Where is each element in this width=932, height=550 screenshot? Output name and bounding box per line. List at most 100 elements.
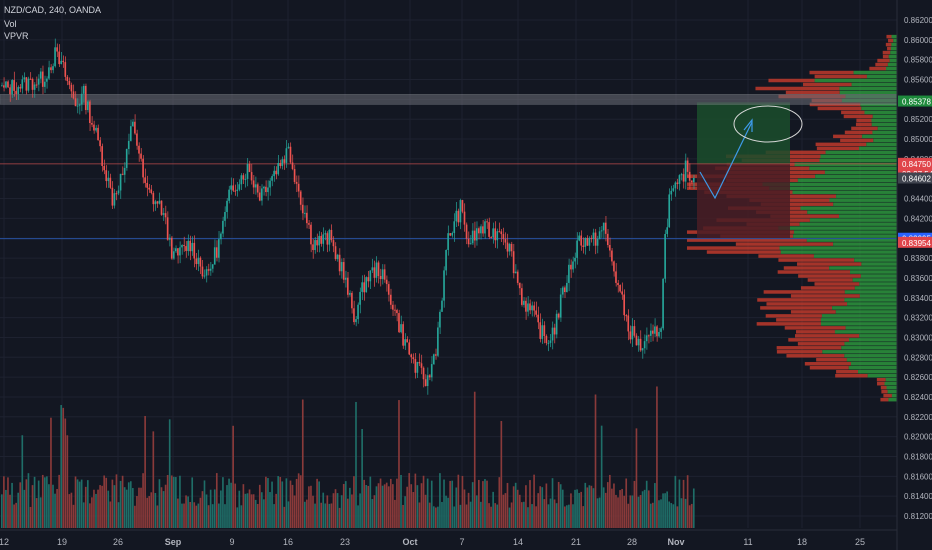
candle-body: [240, 175, 243, 185]
candle-body: [414, 359, 417, 373]
candle-body: [410, 354, 413, 358]
vpvr-bar-sell: [797, 262, 862, 266]
volume-bar: [547, 504, 550, 528]
volume-bar: [572, 504, 574, 528]
vpvr-bar-buy: [769, 186, 897, 190]
vpvr-bar-sell: [885, 42, 892, 47]
vpvr-bar-sell: [776, 350, 823, 354]
volume-bar: [561, 489, 564, 528]
candle-body: [58, 51, 60, 65]
candle-body: [346, 277, 349, 295]
candle-body: [205, 269, 208, 276]
volume-bar: [66, 435, 69, 528]
volume-bar: [490, 506, 492, 528]
candle-body: [23, 77, 26, 80]
vpvr-bar-sell: [783, 266, 830, 270]
candle-body: [482, 226, 484, 234]
volume-indicator-label[interactable]: Vol: [4, 19, 17, 29]
volume-bar: [375, 486, 378, 528]
vpvr-bar-sell: [841, 110, 865, 115]
volume-bar: [134, 505, 136, 528]
vpvr-bar-sell: [882, 54, 889, 59]
vpvr-bar-buy: [839, 86, 897, 91]
candle-body: [602, 222, 605, 231]
candle-body: [283, 159, 286, 163]
volume-bar: [615, 494, 617, 528]
vpvr-bar-sell: [856, 118, 872, 123]
volume-bar: [480, 501, 482, 528]
volume-bar: [306, 499, 308, 528]
symbol-title[interactable]: NZD/CAD, 240, OANDA: [4, 5, 102, 15]
candle-body: [549, 340, 552, 343]
candle-body: [611, 250, 613, 262]
volume-bar: [684, 498, 687, 528]
y-axis-tick-label: 0.81800: [904, 452, 932, 461]
candle-body: [570, 264, 572, 270]
candle-body: [553, 327, 556, 335]
candle-body: [340, 262, 343, 272]
candle-body: [635, 335, 638, 346]
vpvr-bar-sell: [800, 286, 855, 290]
volume-bar: [279, 476, 282, 528]
candle-body: [144, 177, 146, 183]
candle-body: [547, 342, 550, 344]
vpvr-bar-sell: [817, 106, 862, 111]
volume-bar: [193, 502, 196, 528]
volume-bar: [523, 501, 525, 528]
candle-body: [308, 223, 310, 225]
volume-bar: [256, 503, 259, 528]
y-axis-tick-label: 0.83400: [904, 294, 932, 303]
candle-body: [604, 222, 607, 234]
candle-body: [439, 311, 441, 328]
candle-body: [688, 171, 691, 181]
candle-body: [459, 200, 462, 223]
vpvr-bar-buy: [891, 393, 897, 398]
volume-bar: [166, 475, 169, 528]
volume-bar: [31, 485, 34, 528]
candle-body: [555, 313, 558, 335]
candle-body: [633, 326, 636, 336]
volume-bar: [545, 483, 548, 528]
candle-body: [46, 78, 48, 82]
vpvr-bar-sell: [798, 274, 861, 278]
volume-bar: [355, 401, 357, 528]
volume-bar: [453, 506, 456, 528]
volume-bar: [459, 504, 462, 528]
candle-body: [84, 85, 87, 111]
vpvr-bar-buy: [887, 389, 897, 394]
candle-body: [185, 246, 187, 251]
vpvr-indicator-label[interactable]: VPVR: [4, 31, 29, 41]
volume-bar: [25, 479, 28, 528]
volume-bar: [473, 391, 476, 528]
volume-bar: [50, 417, 52, 528]
volume-bar: [27, 473, 30, 528]
candle-body: [600, 230, 603, 232]
volume-bar: [584, 482, 587, 528]
candle-body: [369, 270, 372, 282]
candle-body: [525, 300, 527, 312]
candle-body: [678, 175, 681, 184]
candle-body: [590, 237, 593, 239]
volume-bar: [52, 484, 54, 528]
volume-bar: [289, 480, 292, 528]
volume-bar: [125, 489, 128, 528]
volume-bar: [205, 494, 208, 528]
vpvr-bar-sell: [796, 330, 835, 334]
vpvr-bar-sell: [797, 342, 845, 346]
volume-bar: [686, 475, 689, 528]
candle-body: [365, 277, 368, 293]
volume-bar: [471, 482, 474, 528]
vpvr-bar-sell: [790, 294, 860, 298]
candle-body: [676, 182, 679, 184]
volume-bar: [426, 478, 429, 528]
candle-body: [508, 243, 511, 252]
volume-bar: [82, 502, 85, 528]
y-axis-tick-label: 0.86000: [904, 36, 932, 45]
candle-body: [443, 270, 445, 301]
candle-body: [342, 262, 345, 280]
candle-body: [222, 220, 224, 234]
vpvr-bar-buy: [866, 74, 897, 79]
candle-body: [207, 269, 210, 271]
